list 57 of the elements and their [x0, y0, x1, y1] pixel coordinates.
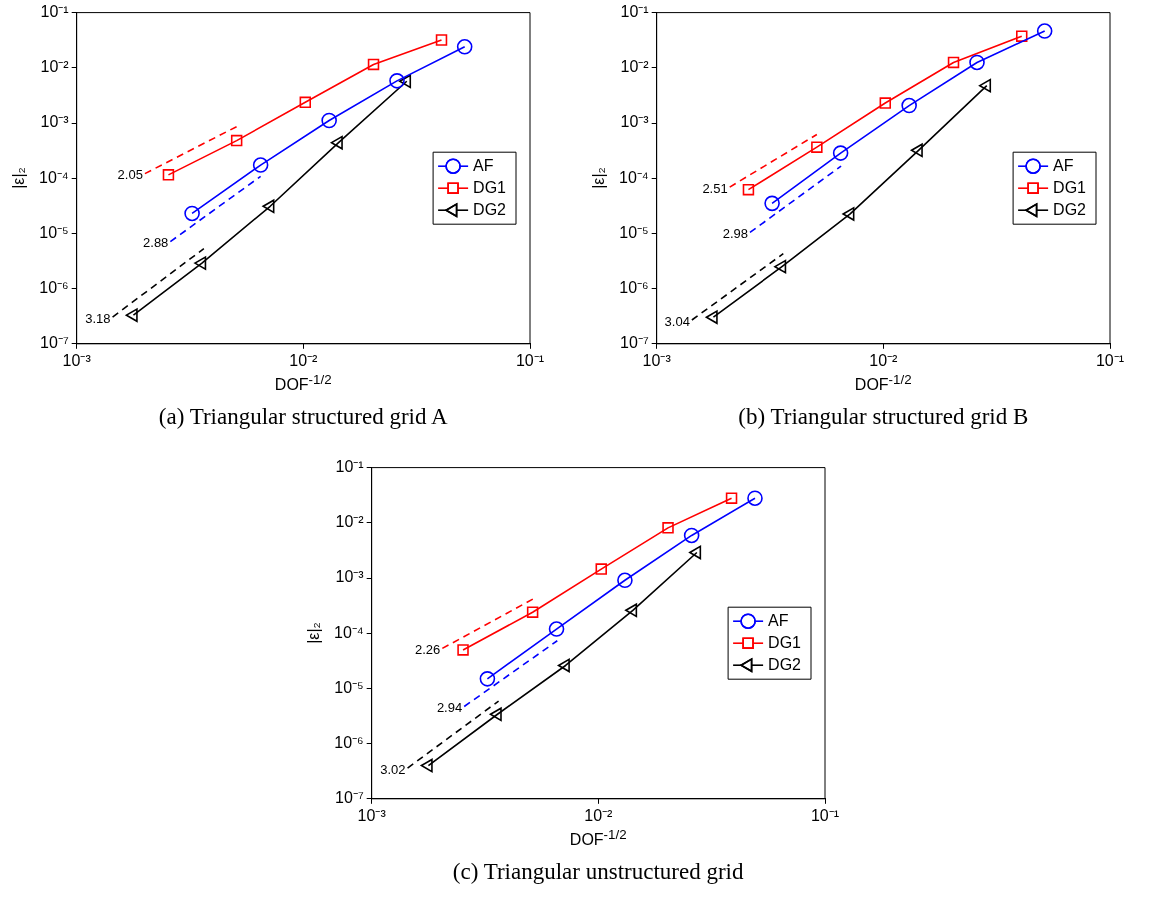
annotation: 2.51 — [702, 180, 728, 196]
x-axis-title: DOF$^{-1/2}$ — [854, 371, 912, 395]
y-tick-label: 10⁻⁶ — [334, 734, 364, 752]
x-tick-label: 10⁻¹ — [515, 351, 545, 369]
y-tick-label: 10⁻⁴ — [619, 168, 649, 186]
y-tick-label: 10⁻² — [40, 58, 70, 76]
y-axis-title: |ε|₂ — [304, 622, 323, 645]
y-tick-label: 10⁻² — [335, 513, 365, 531]
y-axis-title: |ε|₂ — [589, 167, 608, 190]
annotation: 2.94 — [436, 700, 463, 716]
y-tick-label: 10⁻⁶ — [39, 279, 69, 297]
legend-label: DG2 — [1053, 200, 1087, 218]
annotation: 2.05 — [117, 167, 143, 183]
annotation: 3.02 — [380, 761, 406, 777]
y-tick-label: 10⁻⁵ — [619, 223, 649, 241]
y-tick-label: 10⁻³ — [335, 568, 365, 586]
legend-label: DG1 — [1053, 178, 1087, 196]
text: (b) Triangular structured grid B — [738, 404, 1029, 430]
y-tick-label: 10⁻⁵ — [39, 223, 69, 241]
y-tick-label: 10⁻⁷ — [335, 789, 364, 807]
legend-label: DG2 — [768, 655, 802, 673]
y-tick-label: 10⁻⁷ — [40, 334, 69, 352]
y-tick-label: 10⁻¹ — [620, 3, 649, 21]
x-tick-label: 10⁻³ — [62, 351, 92, 369]
annotation: 2.98 — [722, 226, 748, 242]
x-tick-label: 10⁻³ — [642, 351, 672, 369]
y-tick-label: 10⁻⁴ — [334, 623, 364, 641]
text: (c) Triangular unstructured grid — [452, 859, 744, 885]
x-axis-title: DOF$^{-1/2}$ — [274, 371, 332, 395]
y-tick-label: 10⁻¹ — [40, 3, 69, 21]
y-tick-label: 10⁻⁴ — [39, 168, 69, 186]
legend-label: AF — [473, 156, 494, 174]
annotation: 2.88 — [143, 235, 169, 251]
y-tick-label: 10⁻⁶ — [619, 279, 649, 297]
x-tick-label: 10⁻¹ — [810, 806, 840, 824]
x-tick-label: 10⁻² — [289, 351, 319, 369]
legend-label: AF — [768, 611, 789, 629]
annotation: 3.18 — [85, 310, 111, 326]
annotation: 3.04 — [664, 313, 690, 329]
x-tick-label: 10⁻² — [584, 806, 614, 824]
text: (a) Triangular structured grid A — [158, 404, 448, 430]
x-tick-label: 10⁻¹ — [1095, 351, 1125, 369]
y-tick-label: 10⁻⁵ — [334, 678, 364, 696]
y-tick-label: 10⁻³ — [620, 113, 650, 131]
y-tick-label: 10⁻³ — [40, 113, 70, 131]
legend-label: DG1 — [768, 633, 802, 651]
x-tick-label: 10⁻³ — [357, 806, 387, 824]
legend-label: AF — [1053, 156, 1074, 174]
annotation: 2.26 — [415, 642, 441, 657]
x-tick-label: 10⁻² — [869, 351, 899, 369]
y-axis-title: |ε|₂ — [9, 167, 28, 190]
y-tick-label: 10⁻⁷ — [620, 334, 649, 352]
y-tick-label: 10⁻¹ — [335, 458, 364, 476]
x-axis-title: DOF$^{-1/2}$ — [569, 826, 627, 850]
legend-label: DG1 — [473, 178, 507, 196]
y-tick-label: 10⁻² — [620, 58, 650, 76]
legend-label: DG2 — [473, 200, 507, 218]
